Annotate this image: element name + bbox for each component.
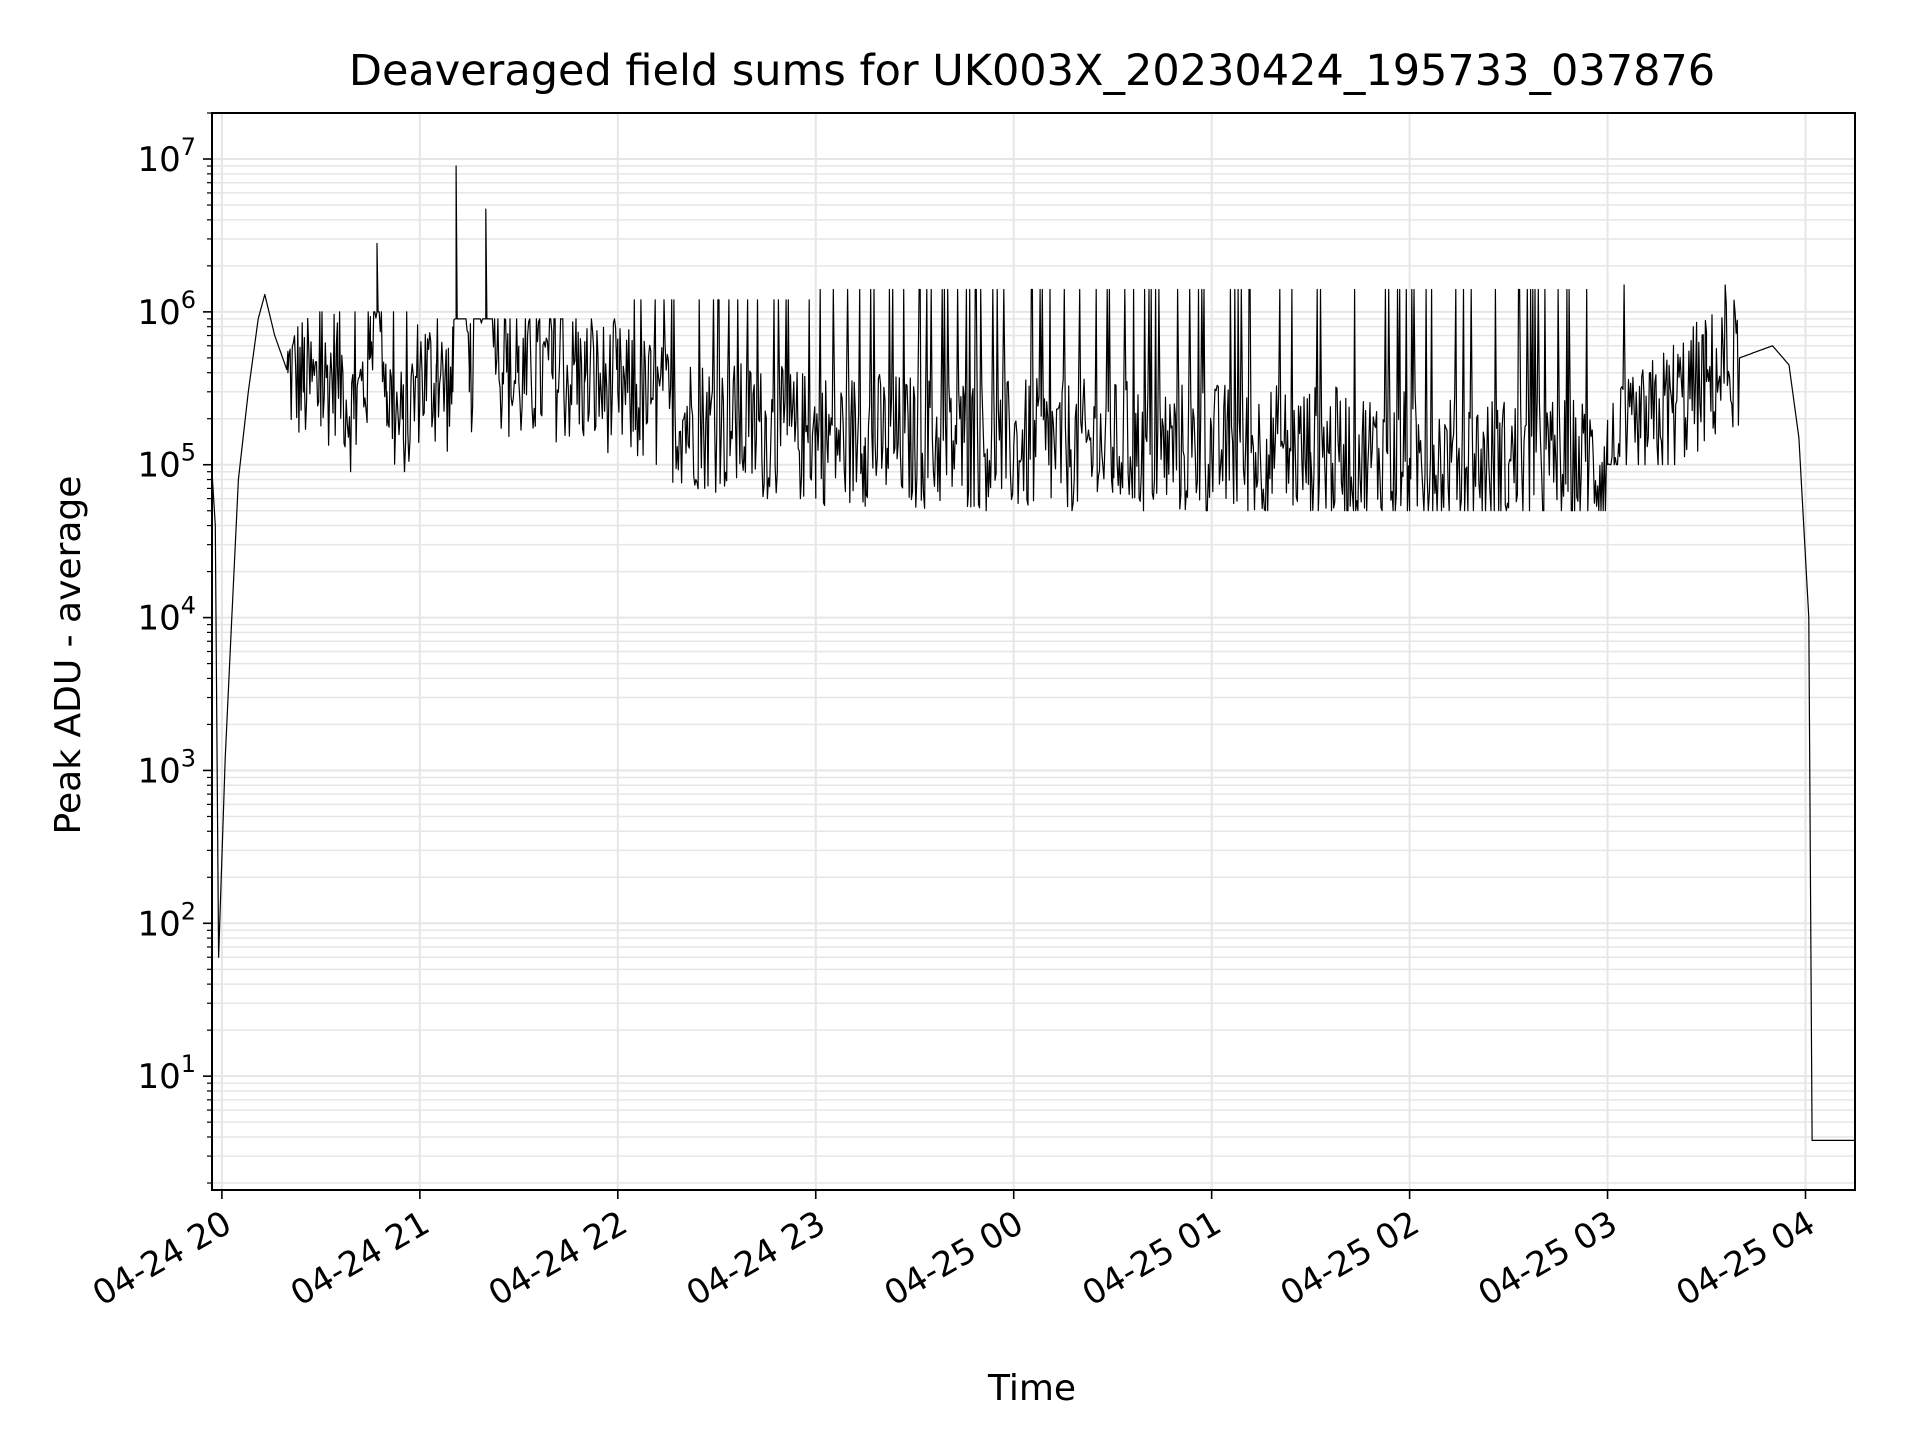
chart-title: Deaveraged field sums for UK003X_2023042… <box>349 46 1715 96</box>
x-tick-label: 04-25 01 <box>1076 1203 1228 1314</box>
x-tick-label: 04-25 03 <box>1472 1203 1624 1314</box>
series-line <box>211 165 1855 1141</box>
x-tick-label: 04-25 00 <box>878 1203 1030 1314</box>
x-tick-label: 04-24 21 <box>284 1203 436 1314</box>
x-tick-label: 04-24 22 <box>482 1203 634 1314</box>
x-tick-label: 04-25 02 <box>1274 1203 1426 1314</box>
x-tick-label: 04-24 20 <box>86 1203 238 1314</box>
data-series <box>211 165 1855 1141</box>
y-tick-label: 104 <box>137 592 196 639</box>
y-tick-label: 106 <box>137 286 196 333</box>
axis-ticks: 101 102 103 104 105 106 107 04-24 20 04-24 21 04-… <box>86 112 1822 1314</box>
y-tick-label: 105 <box>137 439 196 486</box>
x-tick-label: 04-24 23 <box>680 1203 832 1314</box>
y-tick-label: 103 <box>137 744 196 791</box>
x-axis-label: Time <box>987 1368 1076 1409</box>
y-tick-label: 107 <box>137 133 196 180</box>
y-tick-label: 102 <box>137 897 196 944</box>
y-tick-label: 101 <box>137 1050 196 1097</box>
x-tick-label: 04-25 04 <box>1670 1203 1822 1314</box>
y-axis-label: Peak ADU - average <box>48 476 89 835</box>
gridlines <box>212 112 1855 1190</box>
